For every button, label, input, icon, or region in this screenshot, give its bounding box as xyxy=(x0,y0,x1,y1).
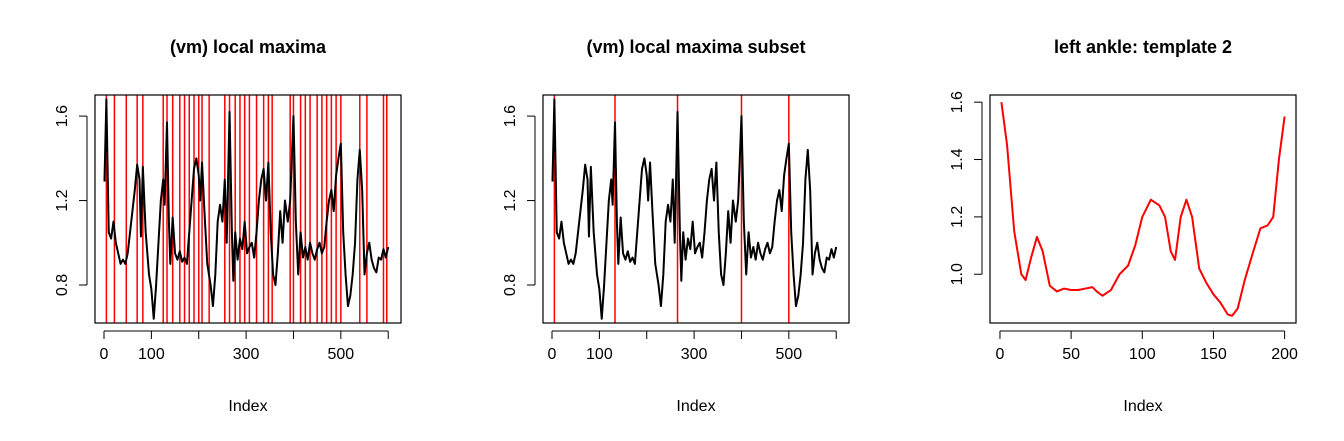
y-tick-label: 1.2 xyxy=(54,189,71,211)
y-tick-label: 1.6 xyxy=(502,105,519,127)
data-line xyxy=(1000,102,1286,317)
chart-title: left ankle: template 2 xyxy=(1054,37,1232,57)
chart-title: (vm) local maxima xyxy=(170,37,327,57)
x-tick-label: 300 xyxy=(233,346,260,363)
x-tick-label: 100 xyxy=(1129,346,1156,363)
y-tick-label: 1.2 xyxy=(949,206,966,228)
x-tick-label: 200 xyxy=(1271,346,1298,363)
x-tick-label: 0 xyxy=(100,346,109,363)
y-tick-label: 1.6 xyxy=(54,105,71,127)
x-tick-label: 500 xyxy=(327,346,354,363)
data-line xyxy=(551,98,838,320)
y-tick-label: 0.8 xyxy=(502,274,519,296)
data-line xyxy=(103,98,390,320)
x-tick-label: 150 xyxy=(1200,346,1227,363)
plot-frame xyxy=(989,94,1297,324)
plot-frame xyxy=(542,94,850,324)
chart-title: (vm) local maxima subset xyxy=(586,37,805,57)
x-tick-label: 50 xyxy=(1062,346,1080,363)
x-tick-label: 300 xyxy=(681,346,708,363)
y-tick-label: 1.4 xyxy=(949,148,966,170)
plot-frame xyxy=(94,94,402,324)
y-tick-label: 1.2 xyxy=(502,189,519,211)
x-tick-label: 0 xyxy=(548,346,557,363)
y-tick-label: 1.0 xyxy=(949,263,966,285)
y-tick-label: 1.6 xyxy=(949,91,966,113)
x-tick-label: 500 xyxy=(775,346,802,363)
x-axis-label: Index xyxy=(228,398,267,415)
y-tick-label: 0.8 xyxy=(54,274,71,296)
x-tick-label: 100 xyxy=(138,346,165,363)
x-axis-label: Index xyxy=(676,398,715,415)
x-tick-label: 0 xyxy=(996,346,1005,363)
x-tick-label: 100 xyxy=(586,346,613,363)
x-axis-label: Index xyxy=(1123,398,1162,415)
